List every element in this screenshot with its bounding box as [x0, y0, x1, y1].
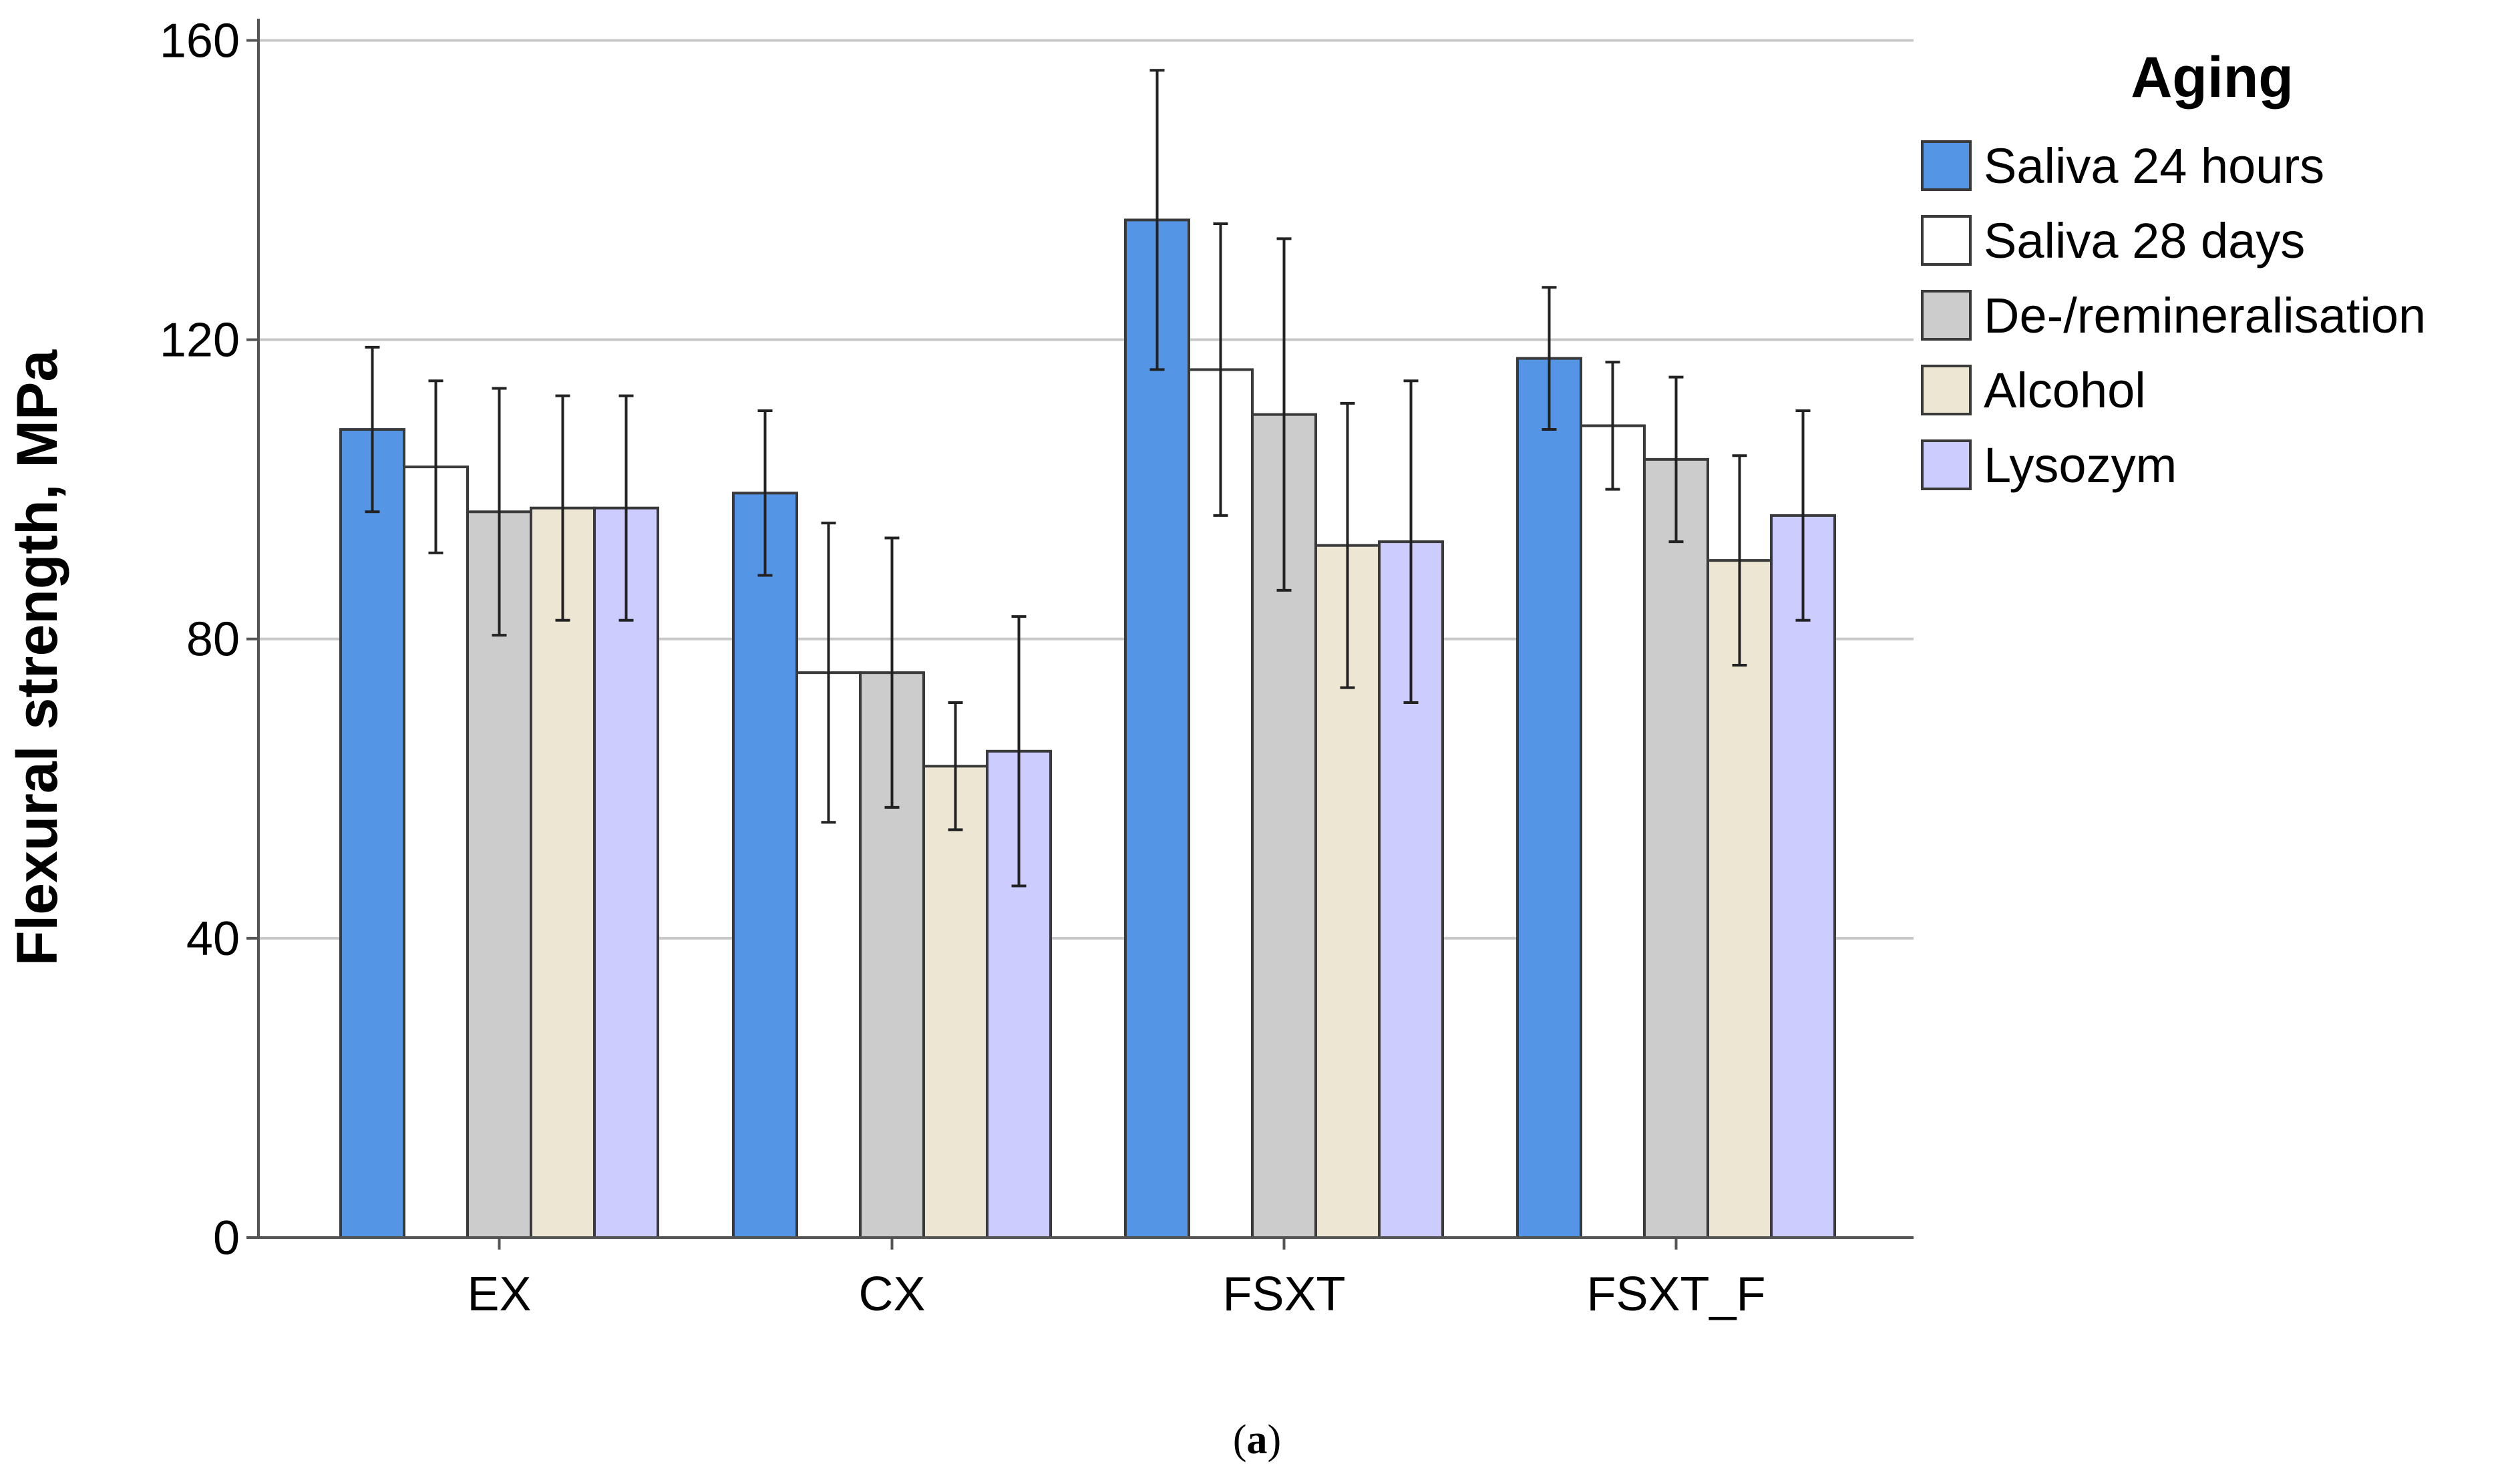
legend: Aging Saliva 24 hours Saliva 28 days De-/r… [1921, 45, 2426, 493]
bar-ex-2 [403, 466, 469, 1240]
bar-fsxt_f-3 [1643, 457, 1709, 1239]
y-tick-label-40: 40 [186, 912, 240, 966]
bar-cx-4 [922, 765, 989, 1239]
legend-swatch-lysozym [1921, 439, 1972, 490]
figure-caption: (a) [1233, 1417, 1281, 1463]
y-tick-label-160: 160 [160, 14, 240, 67]
bar-fsxt_f-1 [1516, 357, 1582, 1240]
legend-label-saliva-28-days: Saliva 28 days [1984, 213, 2305, 268]
bar-fsxt_f-5 [1770, 514, 1836, 1239]
caption-label: a [1247, 1417, 1268, 1463]
y-tick-label-0: 0 [213, 1212, 240, 1265]
bar-fsxt_f-4 [1707, 559, 1773, 1239]
x-tick-labels: EX CX FSXT FSXT_F [467, 1268, 1765, 1321]
y-tick-labels: 0 40 80 120 160 [160, 14, 240, 1265]
x-tick-label-fsxt_f: FSXT_F [1586, 1268, 1765, 1321]
y-tick-label-120: 120 [160, 314, 240, 367]
legend-swatch-alcohol [1921, 365, 1972, 415]
bars [339, 218, 1836, 1240]
y-axis-title: Flexural strength, MPa [5, 349, 69, 966]
legend-label-alcohol: Alcohol [1984, 363, 2146, 418]
legend-title: Aging [2131, 45, 2294, 110]
bar-cx-1 [732, 492, 798, 1240]
legend-label-lysozym: Lysozym [1984, 437, 2177, 493]
legend-swatch-saliva-24-hours [1921, 140, 1972, 191]
caption-close: ) [1268, 1417, 1282, 1463]
axes [246, 19, 1914, 1250]
x-tick-label-fsxt: FSXT [1222, 1268, 1345, 1321]
legend-label-de-remineralisation: De-/remineralisation [1984, 288, 2426, 343]
error-bars [365, 69, 1811, 888]
legend-swatch-de-remineralisation [1921, 290, 1972, 341]
x-tick-label-cx: CX [858, 1268, 925, 1321]
legend-label-saliva-24-hours: Saliva 24 hours [1984, 138, 2324, 194]
caption-open: ( [1233, 1417, 1247, 1463]
bar-fsxt-1 [1124, 218, 1190, 1240]
bar-fsxt_f-2 [1580, 424, 1646, 1240]
legend-swatch-saliva-28-days [1921, 215, 1972, 266]
bar-ex-1 [339, 428, 405, 1239]
x-tick-label-ex: EX [467, 1268, 531, 1321]
y-tick-label-80: 80 [186, 613, 240, 667]
